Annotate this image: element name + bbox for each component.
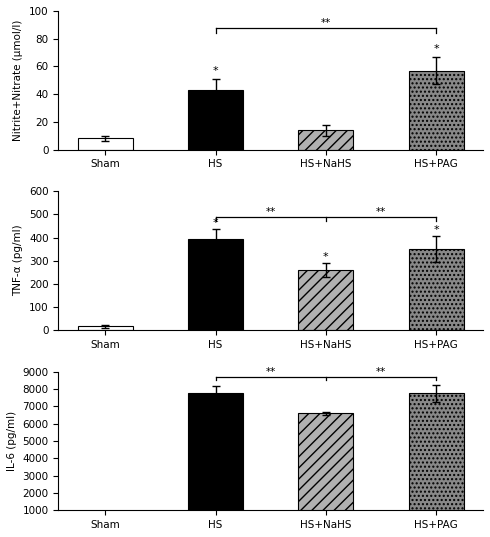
Text: **: **	[266, 207, 276, 217]
Y-axis label: IL-6 (pg/ml): IL-6 (pg/ml)	[7, 411, 17, 471]
Y-axis label: Nitrite+Nitrate (μmol/l): Nitrite+Nitrate (μmol/l)	[13, 19, 24, 141]
Text: **: **	[266, 367, 276, 377]
Text: *: *	[433, 44, 439, 54]
Text: *: *	[213, 217, 219, 228]
Text: *: *	[213, 66, 219, 76]
Text: **: **	[321, 18, 331, 27]
Bar	[77, 326, 133, 330]
Bar	[77, 139, 133, 149]
Text: **: **	[376, 207, 386, 217]
Bar	[298, 270, 353, 330]
Text: *: *	[433, 224, 439, 235]
Bar	[188, 90, 243, 149]
Bar	[409, 249, 464, 330]
Y-axis label: TNF-α (pg/ml): TNF-α (pg/ml)	[13, 225, 24, 296]
Bar	[77, 519, 133, 528]
Bar	[298, 413, 353, 528]
Bar	[188, 393, 243, 528]
Bar	[188, 239, 243, 330]
Bar	[409, 394, 464, 528]
Bar	[409, 70, 464, 149]
Text: **: **	[376, 367, 386, 377]
Bar	[298, 130, 353, 149]
Text: *: *	[323, 251, 329, 262]
